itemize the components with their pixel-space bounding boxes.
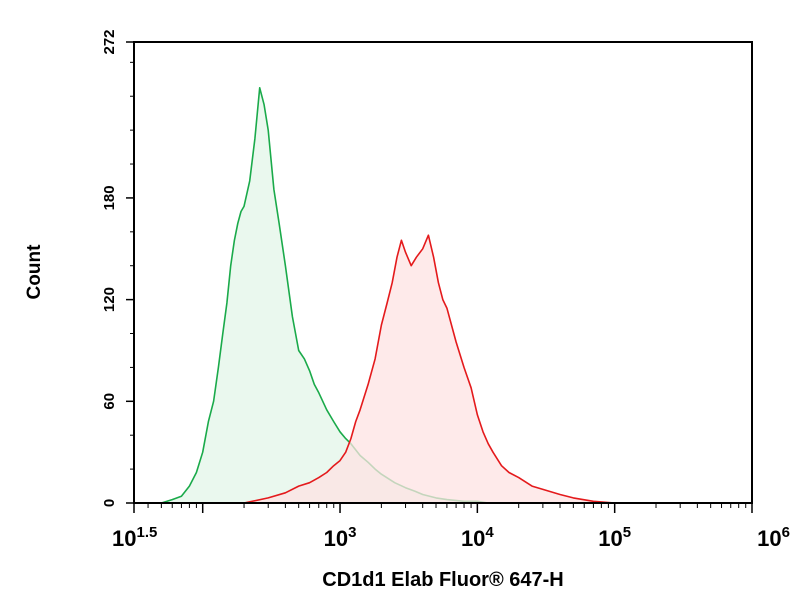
y-tick-label: 272 [101,29,118,54]
x-tick-label: 103 [324,524,357,551]
x-axis-title: CD1d1 Elab Fluor® 647-H [322,569,563,591]
y-tick-label: 120 [101,287,118,312]
x-tick-label: 106 [757,524,790,551]
x-tick-label: 105 [598,524,631,551]
y-axis: 0 60 120 180 272 [101,29,134,507]
x-tick-label: 104 [461,524,494,551]
y-tick-label: 180 [101,185,118,210]
y-tick-label: 0 [101,499,118,507]
y-tick-label: 60 [101,393,118,410]
series-1-area [161,87,502,504]
plot-area [161,87,615,504]
series-2-line [243,234,615,504]
plot-frame [133,41,753,504]
x-axis: 101.5 103 104 105 106 [112,503,790,551]
series-2-area [244,235,615,503]
x-tick-label: 101.5 [112,524,157,551]
y-axis-title: Count [24,244,45,300]
